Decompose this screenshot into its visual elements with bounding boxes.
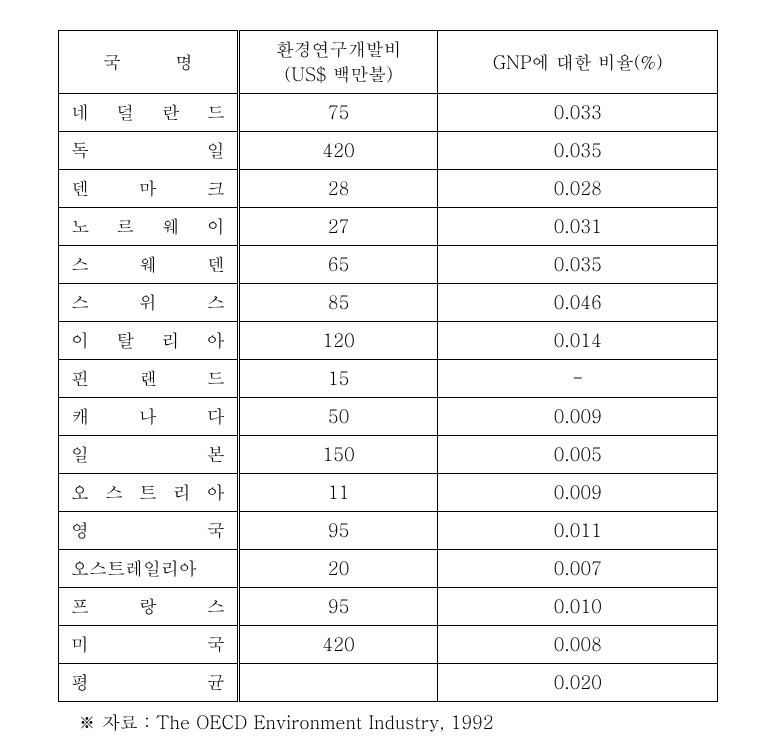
table-row: 캐 나 다 50 0.009 [59,398,718,436]
table-row: 이 탈 리 아 120 0.014 [59,322,718,360]
cost-cell: 15 [238,360,438,398]
country-cell: 일 본 [59,436,239,474]
table-header: 국 명 환경연구개발비 (US$ 백만불) GNP에 대한 비율(%) [59,31,718,94]
ratio-cell: 0.011 [438,512,718,550]
table-row: 네 덜 란 드 75 0.033 [59,94,718,132]
country-cell: 영 국 [59,512,239,550]
table-row: 영 국 95 0.011 [59,512,718,550]
table-row: 미 국 420 0.008 [59,626,718,664]
ratio-cell: 0.009 [438,474,718,512]
country-cell: 평 균 [59,664,239,702]
header-cost: 환경연구개발비 (US$ 백만불) [238,31,438,94]
cost-cell: 420 [238,626,438,664]
country-cell: 오 스 트 리 아 [59,474,239,512]
cost-cell: 20 [238,550,438,588]
data-table: 국 명 환경연구개발비 (US$ 백만불) GNP에 대한 비율(%) 네 덜 … [58,30,718,702]
table-body: 네 덜 란 드 75 0.033 독 일 420 0.035 덴 마 크 28 … [59,94,718,702]
cost-cell: 420 [238,132,438,170]
ratio-cell: 0.031 [438,208,718,246]
cost-cell: 11 [238,474,438,512]
country-cell: 스 위 스 [59,284,239,322]
table-row: 평 균 0.020 [59,664,718,702]
cost-cell [238,664,438,702]
country-cell: 핀 랜 드 [59,360,239,398]
ratio-cell: 0.020 [438,664,718,702]
table-row: 덴 마 크 28 0.028 [59,170,718,208]
header-cost-label-2: (US$ 백만불) [284,62,393,87]
cost-cell: 120 [238,322,438,360]
ratio-cell: 0.028 [438,170,718,208]
cost-cell: 95 [238,512,438,550]
source-note: ※ 자료 : The OECD Environment Industry, 19… [58,710,718,735]
table-row: 프 랑 스 95 0.010 [59,588,718,626]
table-row: 일 본 150 0.005 [59,436,718,474]
ratio-cell: 0.007 [438,550,718,588]
cost-cell: 27 [238,208,438,246]
country-cell: 프 랑 스 [59,588,239,626]
country-cell: 네 덜 란 드 [59,94,239,132]
header-row: 국 명 환경연구개발비 (US$ 백만불) GNP에 대한 비율(%) [59,31,718,94]
ratio-cell: 0.035 [438,246,718,284]
ratio-cell: - [438,360,718,398]
country-cell: 독 일 [59,132,239,170]
header-ratio: GNP에 대한 비율(%) [438,31,718,94]
cost-cell: 85 [238,284,438,322]
header-ratio-label: GNP에 대한 비율(%) [493,50,663,75]
cost-cell: 95 [238,588,438,626]
country-cell: 오스트레일리아 [59,550,239,588]
table-row: 오스트레일리아 20 0.007 [59,550,718,588]
ratio-cell: 0.046 [438,284,718,322]
table-row: 스 위 스 85 0.046 [59,284,718,322]
cost-cell: 150 [238,436,438,474]
country-cell: 캐 나 다 [59,398,239,436]
ratio-cell: 0.010 [438,588,718,626]
ratio-cell: 0.005 [438,436,718,474]
ratio-cell: 0.035 [438,132,718,170]
table-row: 오 스 트 리 아 11 0.009 [59,474,718,512]
table-row: 노 르 웨 이 27 0.031 [59,208,718,246]
cost-cell: 75 [238,94,438,132]
header-country-label: 국 명 [103,50,217,75]
country-cell: 이 탈 리 아 [59,322,239,360]
header-cost-label-1: 환경연구개발비 [276,37,402,62]
country-cell: 덴 마 크 [59,170,239,208]
cost-cell: 65 [238,246,438,284]
country-cell: 스 웨 덴 [59,246,239,284]
ratio-cell: 0.009 [438,398,718,436]
ratio-cell: 0.033 [438,94,718,132]
cost-cell: 50 [238,398,438,436]
ratio-cell: 0.014 [438,322,718,360]
table-row: 스 웨 덴 65 0.035 [59,246,718,284]
country-cell: 노 르 웨 이 [59,208,239,246]
table-row: 핀 랜 드 15 - [59,360,718,398]
table-row: 독 일 420 0.035 [59,132,718,170]
ratio-cell: 0.008 [438,626,718,664]
cost-cell: 28 [238,170,438,208]
header-country: 국 명 [59,31,239,94]
country-cell: 미 국 [59,626,239,664]
